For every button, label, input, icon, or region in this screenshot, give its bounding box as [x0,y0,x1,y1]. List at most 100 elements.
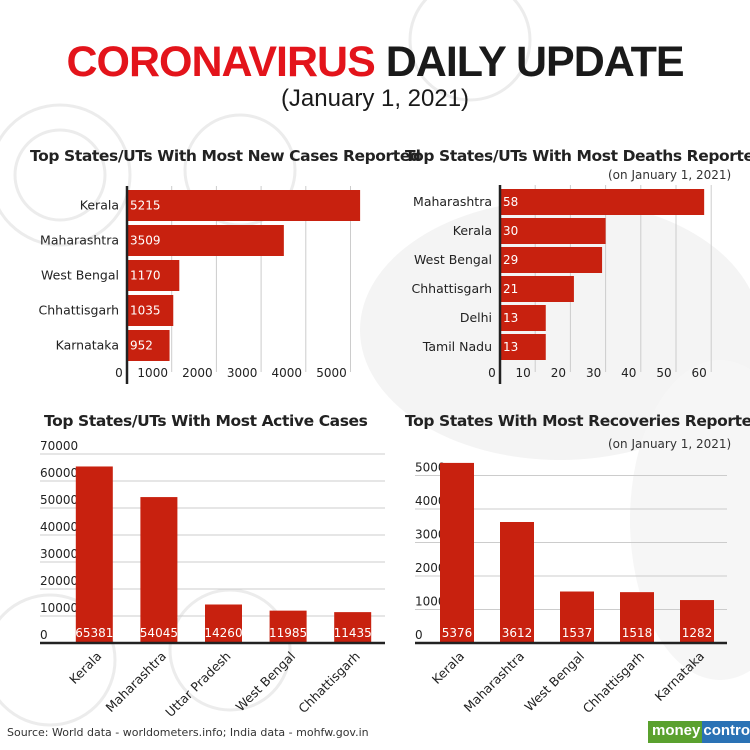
chart3-title: Top States/UTs With Most Active Cases [44,412,368,430]
x-tick-label: 0 [115,366,123,380]
data-label: 952 [130,339,153,353]
data-label: 58 [503,195,518,209]
data-label: 21 [503,282,518,296]
y-tick-label: 0 [415,628,423,642]
data-label: 1518 [622,626,653,640]
bar [205,604,242,643]
bar [127,190,361,221]
category-label: Maharashtra [413,194,492,209]
category-label: Maharashtra [103,649,169,715]
bar [500,247,603,273]
page-subtitle: (January 1, 2021) [280,85,470,112]
category-label: West Bengal [41,268,119,283]
bar [500,276,574,302]
data-label: 54045 [140,626,178,640]
x-tick-label: 30 [586,366,601,380]
chart4-note: (on January 1, 2021) [608,437,732,451]
bar [269,610,307,643]
y-tick-label: 5000 [415,461,446,475]
bar [500,521,534,643]
data-label: 5215 [130,199,161,213]
bar [500,189,705,215]
chart2-title: Top States/UTs With Most Deaths Reported [405,147,750,165]
data-label: 13 [503,340,518,354]
bar [127,330,170,361]
x-tick-label: 40 [621,366,636,380]
category-label: Chhattisgarh [580,649,648,717]
x-tick-label: 5000 [316,366,347,380]
category-label: Chhattisgarh [295,649,363,717]
data-label: 1170 [130,269,161,283]
bar [500,334,546,360]
bar [127,295,174,326]
page-title: CORONAVIRUS DAILY UPDATE [66,38,684,86]
y-tick-label: 1000 [415,595,446,609]
bar [75,466,113,643]
x-tick-label: 10 [516,366,531,380]
x-tick-label: 60 [692,366,707,380]
x-tick-label: 2000 [182,366,213,380]
category-label: Kerala [80,198,119,213]
category-label: Kerala [66,649,104,687]
y-tick-label: 50000 [40,493,78,507]
category-label: Maharashtra [461,649,527,715]
data-label: 30 [503,224,518,238]
category-label: Uttar Pradesh [162,649,233,720]
category-label: West Bengal [414,252,492,267]
data-label: 11435 [334,626,372,640]
data-label: 1537 [562,626,593,640]
x-tick-label: 50 [656,366,671,380]
y-tick-label: 20000 [40,574,78,588]
bar [440,462,474,643]
y-tick-label: 2000 [415,561,446,575]
bar [620,592,654,643]
category-label: Karnataka [652,649,707,704]
category-label: West Bengal [232,649,298,715]
data-label: 1035 [130,304,161,318]
category-label: West Bengal [521,649,587,715]
bar [680,600,714,643]
x-tick-label: 20 [551,366,566,380]
y-tick-label: 40000 [40,520,78,534]
category-label: Chhattisgarh [412,281,492,296]
data-label: 11985 [269,626,307,640]
chart2-note: (on January 1, 2021) [608,168,732,182]
bar [127,225,284,256]
data-label: 14260 [204,626,242,640]
moneycontrol-logo: money control [648,721,750,743]
y-tick-label: 10000 [40,601,78,615]
data-label: 3509 [130,234,161,248]
bar [127,260,180,291]
y-tick-label: 0 [40,628,48,642]
data-label: 29 [503,253,518,267]
category-label: Chhattisgarh [39,303,119,318]
bar [140,497,178,643]
y-tick-label: 30000 [40,547,78,561]
data-label: 13 [503,311,518,325]
data-label: 3612 [502,626,533,640]
source-note: Source: World data - worldometers.info; … [7,726,369,739]
category-label: Karnataka [56,338,119,353]
bar [500,305,546,331]
chart4-title: Top States With Most Recoveries Reported [405,412,750,430]
bar [560,591,594,643]
category-label: Delhi [460,310,492,325]
y-tick-label: 4000 [415,494,446,508]
x-tick-label: 4000 [272,366,303,380]
y-tick-label: 60000 [40,466,78,480]
data-label: 65381 [75,626,113,640]
y-tick-label: 3000 [415,528,446,542]
x-tick-label: 0 [488,366,496,380]
category-label: Maharashtra [40,233,119,248]
bar [334,612,372,643]
chart1-title: Top States/UTs With Most New Cases Repor… [30,147,421,165]
bar [500,218,606,244]
x-tick-label: 3000 [227,366,258,380]
data-label: 1282 [682,626,713,640]
x-tick-label: 1000 [137,366,168,380]
category-label: Kerala [429,649,467,687]
category-label: Tamil Nadu [422,339,492,354]
y-tick-label: 70000 [40,439,78,453]
